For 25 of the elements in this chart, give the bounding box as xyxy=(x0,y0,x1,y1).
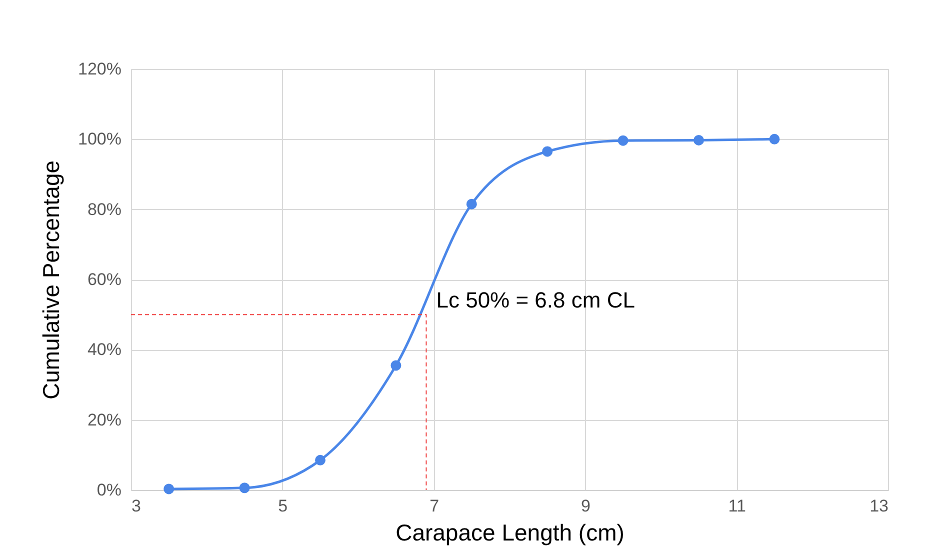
point xyxy=(164,484,174,494)
point xyxy=(542,146,553,157)
x-axis-title: Carapace Length (cm) xyxy=(396,520,624,546)
x-tick-label: 7 xyxy=(430,496,440,516)
point xyxy=(390,360,402,371)
x-tick-label: 9 xyxy=(580,496,590,516)
point xyxy=(315,454,326,466)
point xyxy=(694,134,704,146)
y-tick-label: 80% xyxy=(87,200,122,219)
point xyxy=(239,482,250,494)
y-tick-label: 100% xyxy=(78,130,122,149)
x-tick-label: 5 xyxy=(278,496,288,516)
y-tick-label: 120% xyxy=(78,60,122,78)
point xyxy=(466,198,477,210)
y-tick-label: 60% xyxy=(87,270,122,289)
x-tick-label: 11 xyxy=(728,496,746,516)
y-tick-label: 40% xyxy=(87,340,122,360)
point xyxy=(769,134,780,144)
y-tick-label: 0% xyxy=(96,480,122,500)
x-tick-label: 13 xyxy=(870,496,888,516)
point xyxy=(618,135,628,146)
y-tick-label: 20% xyxy=(87,410,122,430)
x-tick-label: 3 xyxy=(132,496,141,516)
y-axis-title: Cumulative Percentage xyxy=(38,160,64,400)
annotation: Lc 50% = 6.8 cm CL xyxy=(436,288,635,313)
